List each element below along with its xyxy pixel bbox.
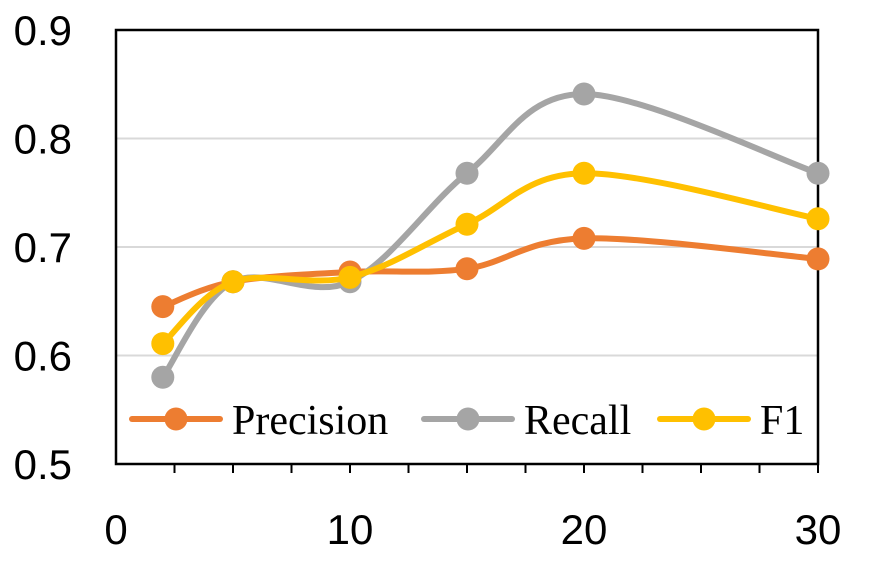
series-lines [151, 82, 830, 389]
recall-point [806, 161, 830, 185]
legend-swatch-marker [692, 407, 716, 431]
legend-label: Precision [232, 398, 388, 444]
legend-item-f1: F1 [657, 398, 804, 444]
precision-point [151, 295, 175, 319]
x-axis-ticks [173, 464, 819, 473]
series-f1 [151, 161, 830, 356]
f1-point [572, 161, 596, 185]
f1-point [455, 212, 479, 236]
x-tick-label: 30 [795, 506, 842, 553]
f1-point [221, 270, 245, 294]
precision-point [572, 226, 596, 250]
y-tick-label: 0.5 [14, 441, 72, 488]
y-axis-tick-labels: 0.5 0.6 0.7 0.8 0.9 [14, 7, 72, 488]
precision-point [455, 257, 479, 281]
x-tick-label: 20 [561, 506, 608, 553]
series-recall [151, 82, 830, 389]
recall-point [455, 161, 479, 185]
f1-point [338, 265, 362, 289]
y-tick-label: 0.6 [14, 333, 72, 380]
recall-line [159, 91, 821, 381]
legend: Precision Recall F1 [129, 398, 804, 444]
y-tick-label: 0.8 [14, 116, 72, 163]
legend-item-precision: Precision [129, 398, 388, 444]
f1-line [159, 170, 821, 347]
precision-line [159, 235, 821, 310]
legend-label: F1 [760, 398, 804, 444]
y-tick-label: 0.7 [14, 224, 72, 271]
series-precision [151, 226, 830, 319]
legend-swatch-marker [164, 407, 188, 431]
recall-point [572, 82, 596, 106]
legend-item-recall: Recall [421, 398, 631, 444]
y-tick-label: 0.9 [14, 7, 72, 54]
legend-swatch-marker [456, 407, 480, 431]
x-tick-label: 10 [327, 506, 374, 553]
x-tick-label: 0 [104, 506, 127, 553]
precision-point [806, 247, 830, 271]
x-axis-tick-labels: 0 10 20 30 [104, 506, 841, 553]
f1-point [806, 207, 830, 231]
recall-point [151, 365, 175, 389]
f1-point [151, 332, 175, 356]
legend-label: Recall [524, 398, 631, 444]
